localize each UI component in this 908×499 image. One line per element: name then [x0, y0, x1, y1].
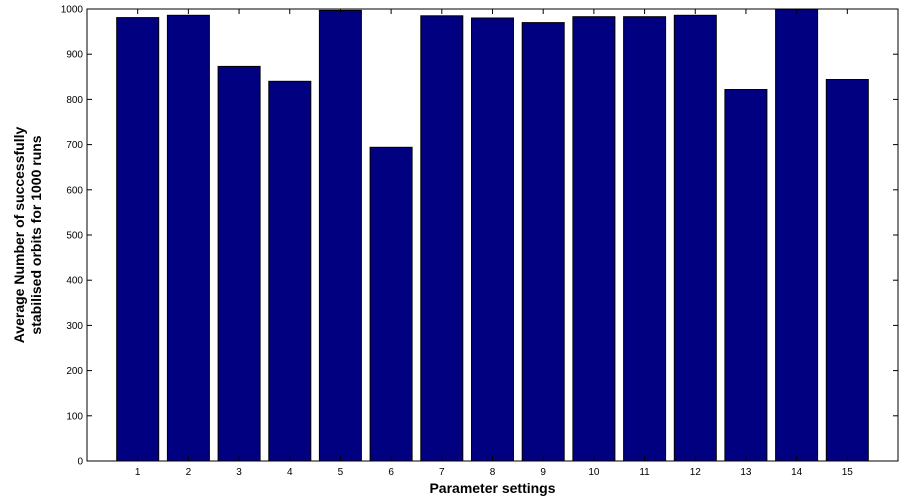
x-tick-label-9: 9: [540, 467, 546, 478]
bar-5: [318, 9, 362, 462]
y-tick-label-500: 500: [66, 231, 83, 242]
y-tick-label-300: 300: [66, 321, 83, 332]
x-tick-label-4: 4: [287, 467, 293, 478]
bar-14: [775, 9, 819, 462]
y-axis-ticks: 0 100 200 300 400 500 600 700 800 900 1000: [61, 5, 898, 468]
y-axis-label: Average Number of successfully stabilise…: [11, 127, 44, 344]
y-tick-label-1000: 1000: [61, 5, 84, 16]
x-tick-label-6: 6: [388, 467, 394, 478]
x-tick-label-14: 14: [791, 467, 803, 478]
y-tick-label-0: 0: [77, 457, 83, 468]
bar-11: [623, 16, 667, 462]
x-tick-label-5: 5: [338, 467, 344, 478]
x-axis-ticks: 1 2 3 4 5 6 7 8 9 10 11 12 13 14 15: [135, 9, 853, 478]
y-axis-label-line-1: Average Number of successfully: [11, 127, 27, 344]
x-tick-label-12: 12: [690, 467, 702, 478]
x-tick-label-7: 7: [439, 467, 445, 478]
y-tick-label-100: 100: [66, 411, 83, 422]
x-tick-label-11: 11: [639, 467, 650, 478]
y-tick-label-200: 200: [66, 366, 83, 377]
x-tick-label-8: 8: [490, 467, 496, 478]
x-tick-label-10: 10: [588, 467, 600, 478]
bar-2: [166, 14, 210, 462]
bar-9: [521, 22, 565, 462]
y-tick-label-400: 400: [66, 276, 83, 287]
bar-12: [673, 14, 717, 462]
x-axis-label: Parameter settings: [429, 480, 555, 496]
bar-10: [572, 16, 616, 462]
x-tick-label-2: 2: [186, 467, 192, 478]
x-tick-label-13: 13: [740, 467, 752, 478]
bar-6: [369, 146, 413, 462]
bar-1: [116, 17, 160, 462]
bar-3: [217, 65, 261, 462]
bars-group: [116, 9, 869, 462]
y-tick-label-600: 600: [66, 185, 83, 196]
bar-7: [420, 15, 464, 462]
x-tick-label-3: 3: [236, 467, 242, 478]
y-tick-label-900: 900: [66, 50, 83, 61]
bar-13: [724, 89, 768, 462]
bar-8: [471, 17, 514, 462]
x-tick-label-1: 1: [135, 467, 141, 478]
y-axis-label-line-2: stabilised orbits for 1000 runs: [28, 135, 44, 334]
y-tick-label-800: 800: [66, 95, 83, 106]
x-tick-label-15: 15: [842, 467, 854, 478]
bar-4: [268, 80, 312, 462]
bar-15: [825, 79, 869, 462]
y-tick-label-700: 700: [66, 140, 83, 151]
